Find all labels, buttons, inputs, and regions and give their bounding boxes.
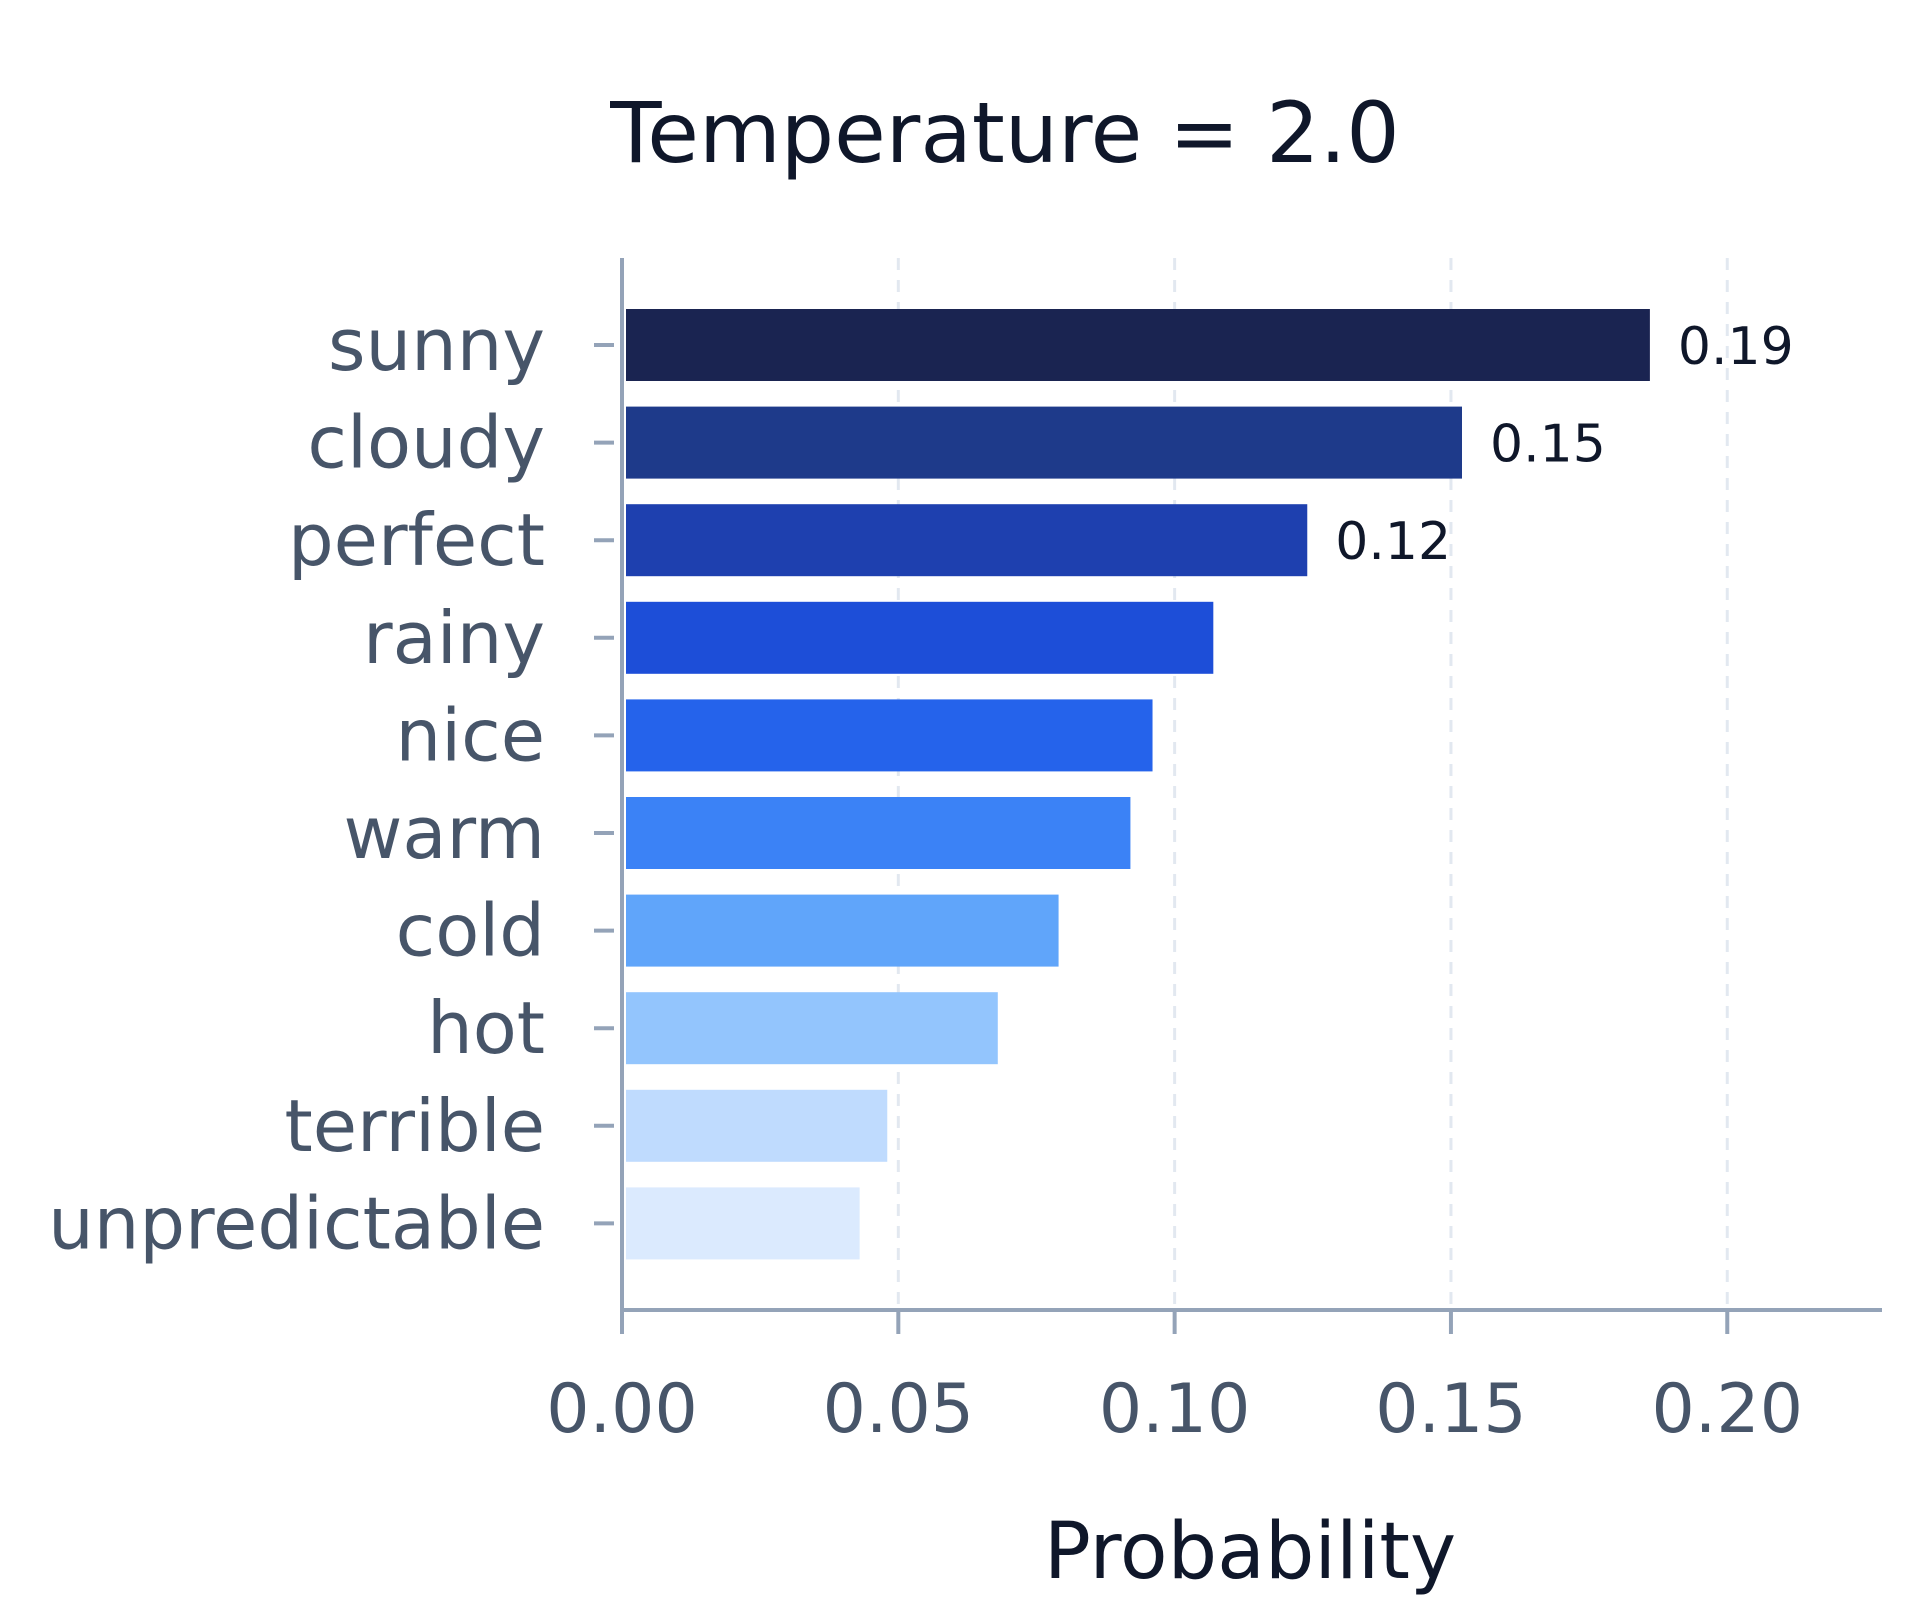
category-label: cloudy xyxy=(307,401,545,485)
bar-cold xyxy=(626,894,1059,967)
x-tick-label: 0.05 xyxy=(823,1370,974,1449)
x-tick-label: 0.15 xyxy=(1375,1370,1526,1449)
x-tick-label: 0.10 xyxy=(1099,1370,1250,1449)
category-label: sunny xyxy=(328,303,545,387)
x-tick-label: 0.20 xyxy=(1652,1370,1803,1449)
category-label: nice xyxy=(395,693,545,777)
category-labels: sunny cloudy perfect rainy nice warm cold hot te… xyxy=(48,303,545,1265)
bar-cloudy xyxy=(626,406,1462,479)
bar-perfect xyxy=(626,504,1308,577)
data-labels: 0.19 0.15 0.12 xyxy=(1335,317,1793,572)
data-label: 0.15 xyxy=(1490,415,1606,475)
data-label: 0.19 xyxy=(1678,317,1794,377)
bar-nice xyxy=(626,699,1153,772)
bar-rainy xyxy=(626,601,1214,674)
category-label: terrible xyxy=(285,1084,545,1168)
bar-sunny xyxy=(626,309,1650,381)
category-label: unpredictable xyxy=(48,1181,545,1265)
bar-hot xyxy=(626,992,998,1065)
data-label: 0.12 xyxy=(1335,512,1451,572)
bar-terrible xyxy=(626,1089,888,1162)
x-tick-labels: 0.00 0.05 0.10 0.15 0.20 xyxy=(546,1370,1803,1449)
bar-warm xyxy=(626,797,1131,869)
chart-title: Temperature = 2.0 xyxy=(609,84,1399,182)
axes xyxy=(594,258,1882,1334)
category-label: cold xyxy=(396,889,545,973)
bar-unpredictable xyxy=(626,1187,860,1260)
category-label: rainy xyxy=(363,596,545,680)
category-label: warm xyxy=(344,791,545,875)
x-axis-title: Probability xyxy=(1044,1507,1456,1597)
bars xyxy=(626,309,1650,1260)
x-tick-label: 0.00 xyxy=(546,1370,697,1449)
category-label: hot xyxy=(427,986,545,1070)
category-label: perfect xyxy=(288,498,545,582)
